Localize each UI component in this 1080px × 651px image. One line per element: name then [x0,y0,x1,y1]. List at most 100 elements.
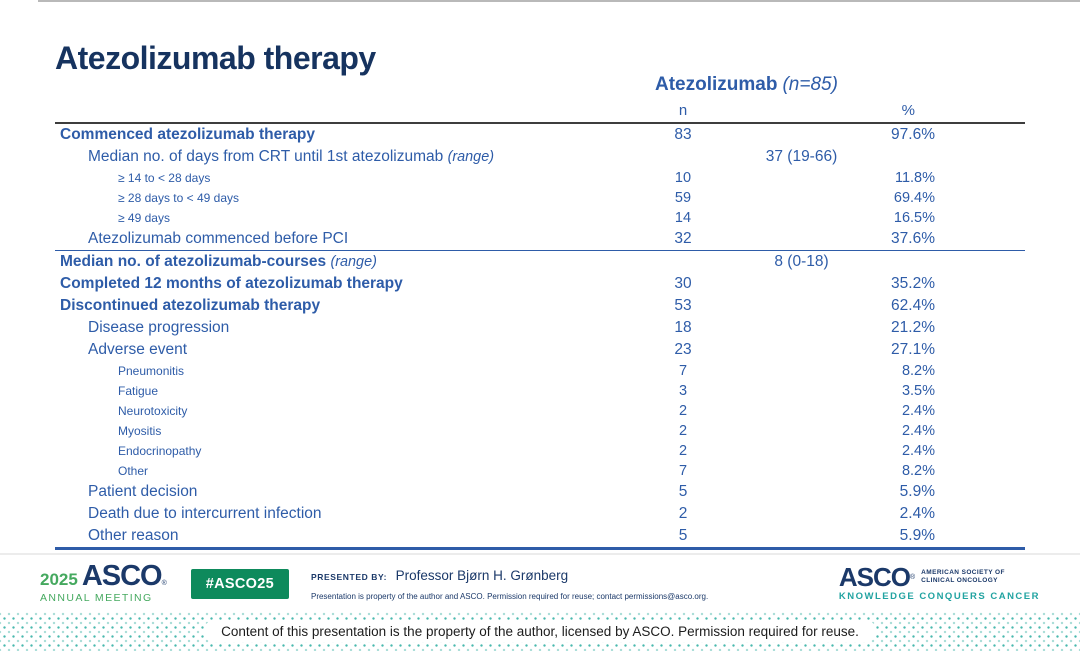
registered-mark-icon: ® [910,573,916,581]
row-n: 83 [674,126,692,143]
registered-mark-icon: ® [161,580,167,587]
presented-by-block: PRESENTED BY: Professor Bjørn H. Grønber… [311,567,708,601]
license-note: Content of this presentation is the prop… [203,621,877,642]
row-n: 2 [678,423,688,439]
row-label: Patient decision [88,483,198,500]
society-name: AMERICAN SOCIETY OF CLINICAL ONCOLOGY [921,569,1005,585]
row-n: 10 [674,170,692,186]
row-n: 53 [674,297,692,314]
row-label: Completed 12 months of atezolizumab ther… [60,275,403,292]
row-label: Commenced atezolizumab therapy [60,126,315,143]
window-top-edge [38,0,1080,2]
table-row: Other 7 8.2% [55,461,1025,481]
col-header-n: n [678,102,688,119]
table-row: ≥ 14 to < 28 days 10 11.8% [55,168,1025,188]
row-pct: 97.6% [891,126,935,143]
row-label: Median no. of days from CRT until 1st at… [88,148,495,165]
row-pct: 27.1% [891,341,935,358]
table-row: Other reason 5 5.9% [55,525,1025,547]
row-pct: 35.2% [891,275,935,292]
row-n: 30 [674,275,692,292]
slide-title: Atezolizumab therapy [55,40,376,76]
row-pct: 16.5% [893,210,935,226]
row-n: 5 [678,527,688,544]
group-header-text: Atezolizumab [655,74,778,95]
asco-tagline: KNOWLEDGE CONQUERS CANCER [838,591,1040,603]
row-label: Fatigue [118,384,159,398]
row-label: Death due to intercurrent infection [88,505,322,522]
table-row: Pneumonitis 7 8.2% [55,361,1025,381]
row-mid-value: 8 (0-18) [774,253,829,270]
logo-asco-text: ASCO [81,560,163,592]
table-row: Median no. of days from CRT until 1st at… [55,146,1025,168]
row-label: Pneumonitis [118,364,185,378]
row-label: Atezolizumab commenced before PCI [88,230,349,247]
row-n: 2 [678,443,688,459]
row-n: 2 [678,403,688,419]
row-label: Endocrinopathy [118,444,202,458]
row-mid-value: 37 (19-66) [765,148,838,165]
row-pct: 2.4% [899,505,935,522]
row-n: 32 [674,230,692,247]
row-label: Myositis [118,424,162,438]
row-n: 23 [674,341,692,358]
row-label: ≥ 14 to < 28 days [118,171,211,185]
presenter-name: Professor Bjørn H. Grønberg [395,568,569,583]
logo-annual-meeting: ANNUAL MEETING [40,592,153,604]
asco-society-logo: ASCO ® AMERICAN SOCIETY OF CLINICAL ONCO… [838,561,1040,603]
row-label: Disease progression [88,319,230,336]
row-pct: 2.4% [901,403,935,419]
row-pct: 5.9% [899,483,935,500]
results-table: Atezolizumab (n=85) n % Commenced atezoli… [55,74,1025,550]
table-row: Atezolizumab commenced before PCI 32 37.… [55,228,1025,250]
row-label: Neurotoxicity [118,404,188,418]
row-label: ≥ 49 days [118,211,170,225]
row-label: Median no. of atezolizumab-courses (rang… [60,253,377,270]
row-label: Other [118,464,149,478]
logo-asco-text: ASCO [838,561,911,592]
row-pct: 2.4% [901,443,935,459]
table-row: Myositis 2 2.4% [55,421,1025,441]
row-pct: 62.4% [891,297,935,314]
row-pct: 21.2% [891,319,935,336]
row-n: 14 [674,210,692,226]
table-row: Adverse event 23 27.1% [55,339,1025,361]
table-row: Patient decision 5 5.9% [55,481,1025,503]
row-pct: 69.4% [893,190,935,206]
row-pct: 2.4% [901,423,935,439]
logo-year: 2025 [40,570,78,589]
table-row: ≥ 49 days 14 16.5% [55,208,1025,228]
row-n: 7 [678,363,688,379]
row-pct: 3.5% [901,383,935,399]
table-row: Completed 12 months of atezolizumab ther… [55,273,1025,295]
table-row: Disease progression 18 21.2% [55,317,1025,339]
section-divider [55,250,1025,251]
range-note: (range) [330,254,377,270]
col-header-pct: % [901,102,915,119]
table-row: Median no. of atezolizumab-courses (rang… [55,251,1025,273]
table-row: Fatigue 3 3.5% [55,381,1025,401]
row-n: 18 [674,319,692,336]
row-pct: 5.9% [899,527,935,544]
hashtag-badge: #ASCO25 [190,569,289,599]
dotted-footer-band: Content of this presentation is the prop… [0,612,1080,651]
footer: 2025 ASCO ® ANNUAL MEETING #ASCO25 PRESE… [0,556,1080,612]
presented-by-label: PRESENTED BY: [310,572,388,582]
row-label: ≥ 28 days to < 49 days [118,191,239,205]
row-n: 3 [678,383,688,399]
table-row: ≥ 28 days to < 49 days 59 69.4% [55,188,1025,208]
row-pct: 37.6% [891,230,935,247]
table-bottom-rule [55,547,1025,550]
group-header-n: (n=85) [782,74,838,95]
table-row: Discontinued atezolizumab therapy 53 62.… [55,295,1025,317]
table-group-header: Atezolizumab (n=85) [655,74,838,96]
table-row: Neurotoxicity 2 2.4% [55,401,1025,421]
footer-separator [0,553,1080,555]
range-note: (range) [447,149,495,165]
row-n: 7 [678,463,688,479]
row-pct: 11.8% [894,170,935,186]
table-header: Atezolizumab (n=85) n % [55,74,1025,124]
row-label: Discontinued atezolizumab therapy [60,297,321,314]
row-n: 2 [678,505,688,522]
